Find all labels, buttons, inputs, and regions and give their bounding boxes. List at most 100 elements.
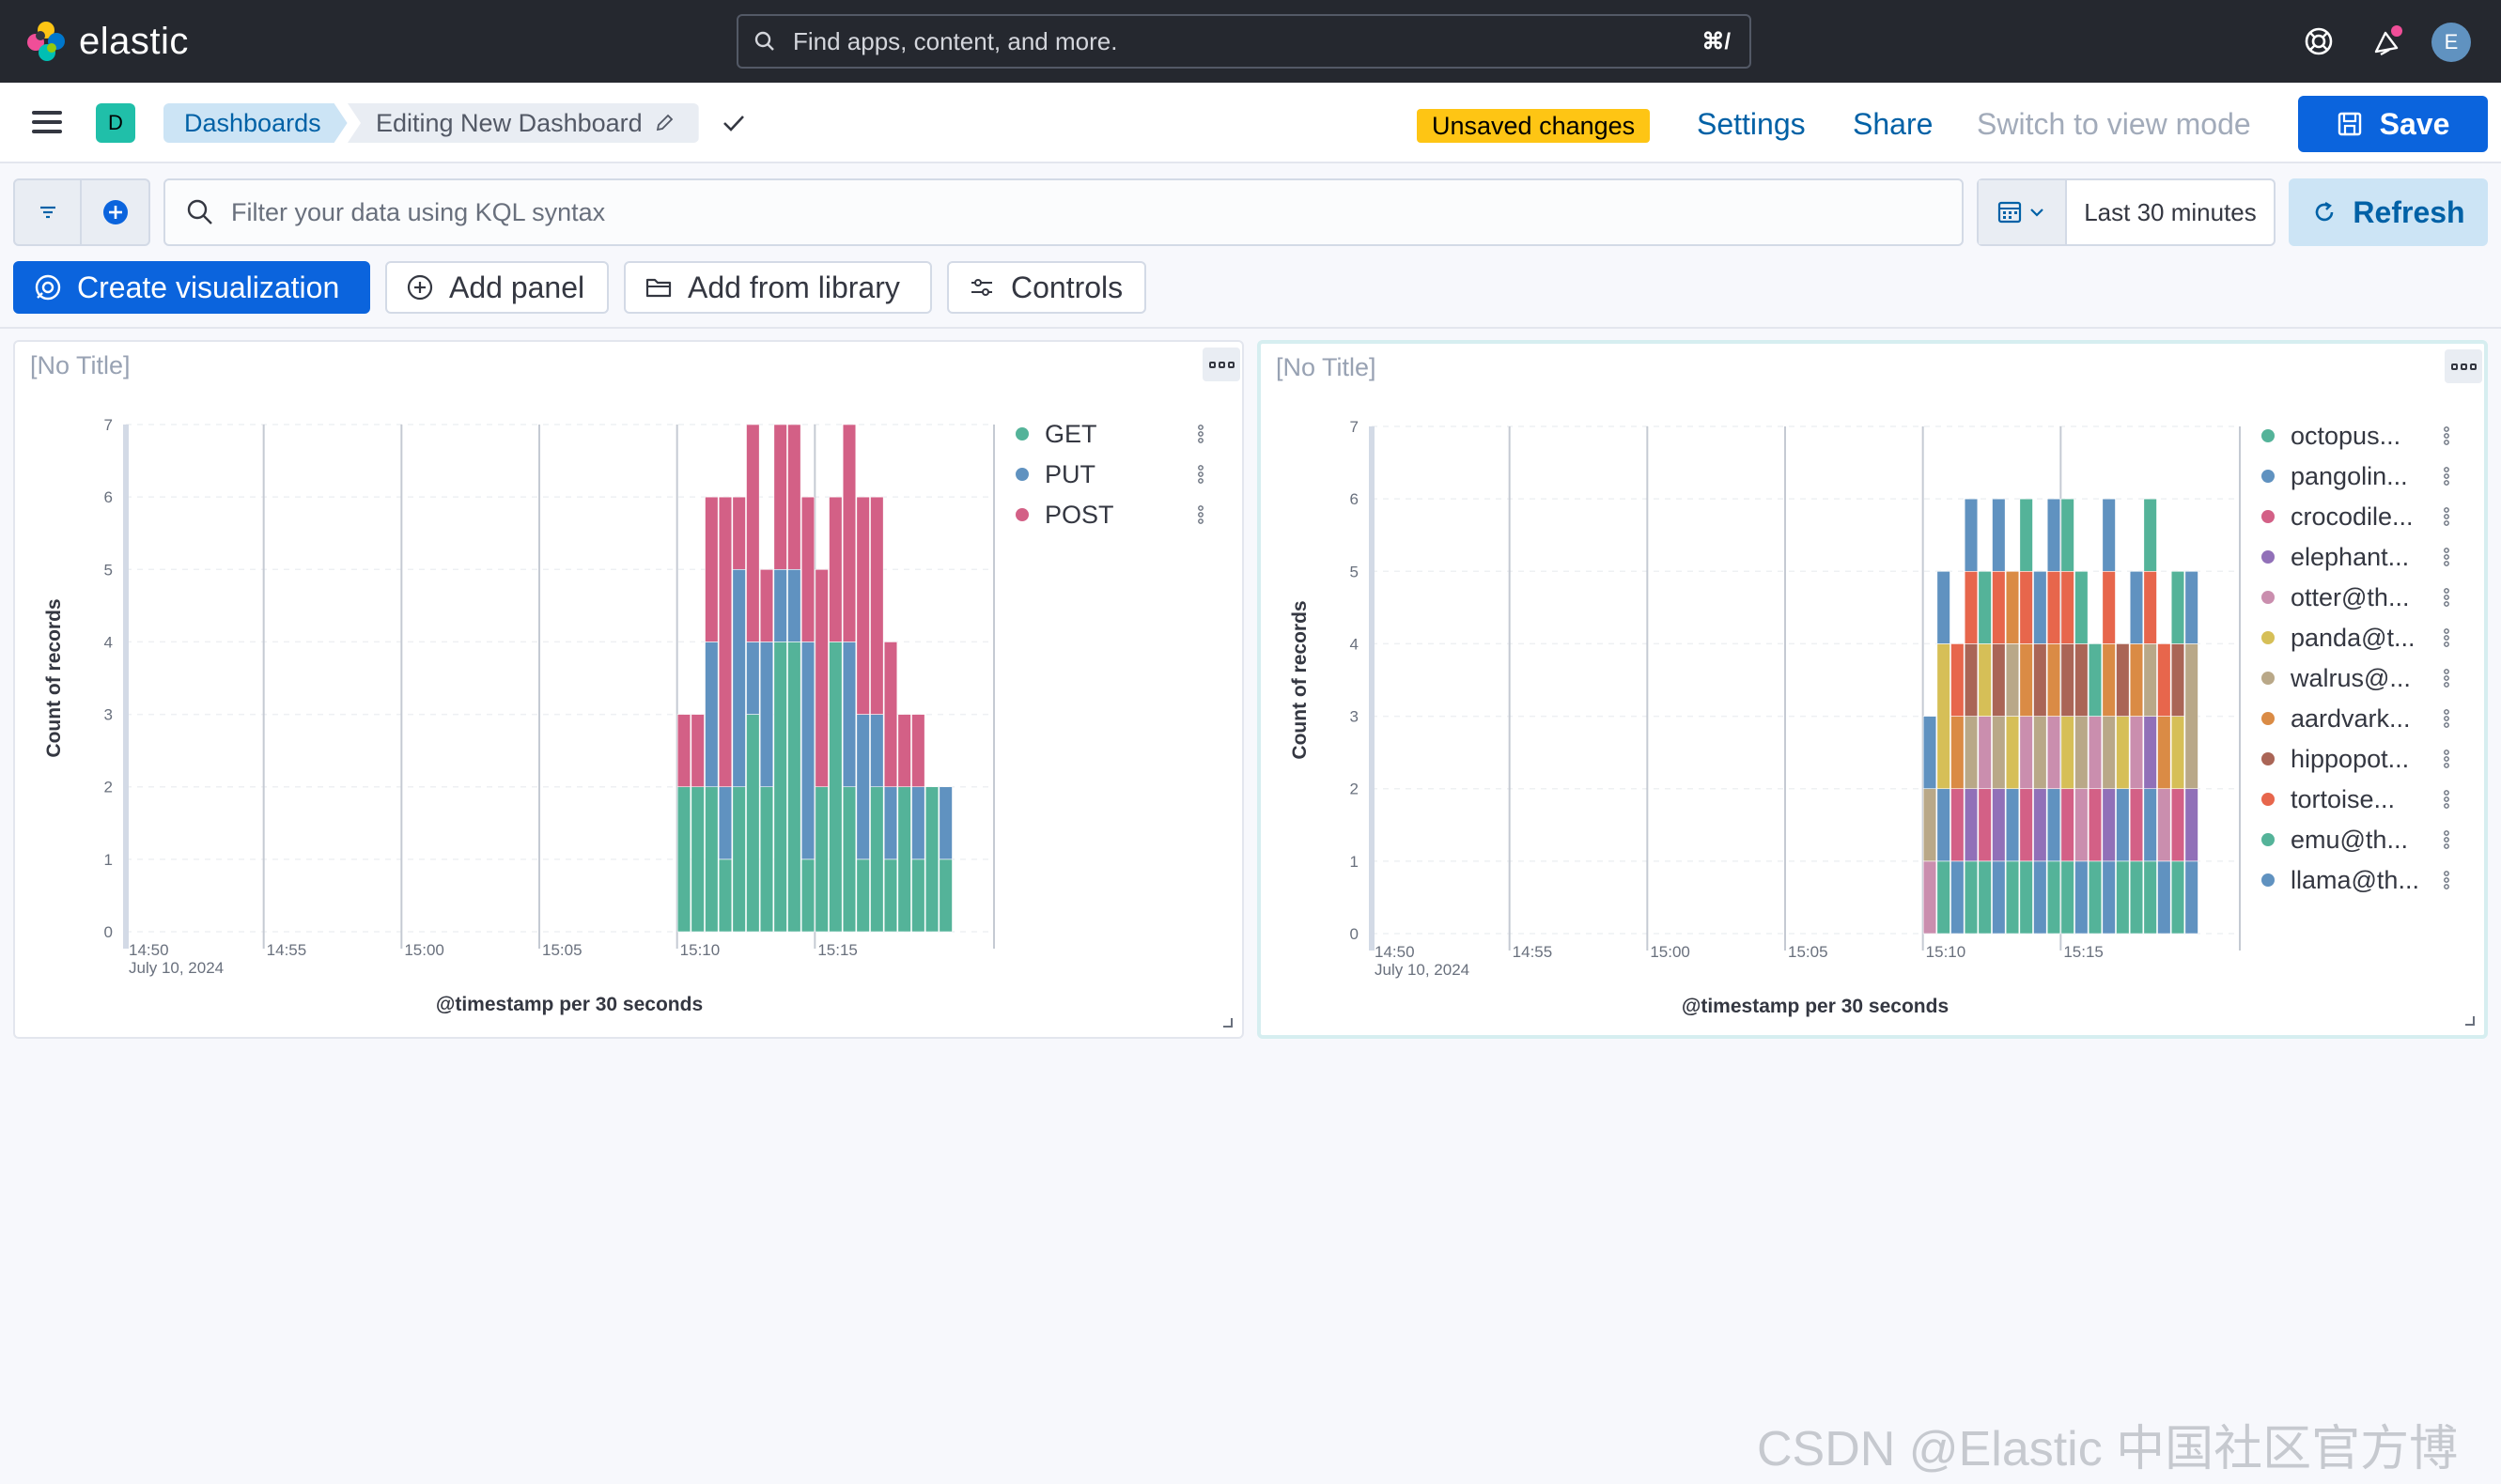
bar-segment <box>2129 643 2144 717</box>
newsfeed-icon[interactable] <box>2368 23 2405 60</box>
refresh-button[interactable]: Refresh <box>2289 178 2488 246</box>
panel-options-button[interactable] <box>1203 348 1240 381</box>
bar-segment <box>2088 716 2103 790</box>
bar-segment <box>732 568 746 788</box>
settings-link[interactable]: Settings <box>1697 106 1806 141</box>
bar-segment <box>705 786 719 933</box>
x-tick-label: 15:05 <box>542 941 583 959</box>
bar-segment <box>759 568 774 642</box>
elastic-logo[interactable]: elastic <box>24 19 189 64</box>
bar-segment <box>815 786 829 933</box>
legend-action-icon <box>2444 426 2449 432</box>
breadcrumb-current-label: Editing New Dashboard <box>376 108 643 137</box>
bar-segment <box>1992 570 2006 644</box>
bar-segment <box>2116 788 2130 862</box>
filter-menu-button[interactable] <box>15 180 83 244</box>
bar-segment <box>2143 643 2157 717</box>
legend-label: POST <box>1045 501 1114 529</box>
check-icon[interactable] <box>720 109 748 137</box>
bar-segment <box>676 786 691 933</box>
bar-segment <box>718 858 733 933</box>
space-avatar[interactable]: D <box>96 103 135 143</box>
bar-segment <box>2170 643 2185 717</box>
share-link[interactable]: Share <box>1853 106 1934 141</box>
time-range-label[interactable]: Last 30 minutes <box>2084 197 2257 226</box>
bar-segment <box>2088 788 2103 862</box>
breadcrumb-current[interactable]: Editing New Dashboard <box>348 103 699 143</box>
bar-segment <box>1922 860 1937 935</box>
x-tick-label: 15:00 <box>1650 943 1690 961</box>
bar-segment <box>2060 643 2074 717</box>
bar-segment <box>2019 498 2033 572</box>
help-icon[interactable] <box>2300 23 2338 60</box>
bar-segment <box>1950 716 1965 790</box>
legend-action-icon <box>2444 750 2449 755</box>
bar-segment <box>870 496 884 715</box>
panel-resize-handle[interactable] <box>1223 1018 1233 1028</box>
legend-swatch <box>2261 470 2275 483</box>
y-tick-label: 3 <box>1350 708 1359 726</box>
controls-button[interactable]: Controls <box>947 261 1146 314</box>
add-filter-button[interactable] <box>82 180 148 244</box>
x-tick-label: 15:00 <box>404 941 444 959</box>
bar-segment <box>718 786 733 860</box>
bar-segment <box>2184 788 2198 862</box>
bar-segment <box>1922 788 1937 862</box>
bar-segment <box>883 858 898 933</box>
kql-search-input[interactable]: Filter your data using KQL syntax <box>163 178 1964 246</box>
bar-segment <box>691 714 705 788</box>
calendar-icon <box>1997 201 2043 224</box>
y-tick-label: 7 <box>104 416 113 434</box>
bar-segment <box>718 496 733 788</box>
date-picker[interactable]: Last 30 minutes <box>1977 178 2276 246</box>
bar-segment <box>856 858 870 933</box>
bar-segment <box>2184 570 2198 644</box>
controls-icon <box>971 279 992 296</box>
legend-action-icon <box>1198 471 1204 477</box>
bar-segment <box>2170 716 2185 790</box>
bar-segment <box>676 714 691 788</box>
visualization-panel-2[interactable]: [No Title] 0 1 2 3 4 5 6 7 14:50 14:55 15:00 15:05 1… <box>1257 340 2488 1039</box>
y-tick-label: 0 <box>104 923 113 941</box>
bar-segment <box>2046 570 2061 644</box>
legend-action-icon <box>2444 467 2449 472</box>
legend-label: emu@th... <box>2291 826 2408 854</box>
legend-action-icon <box>2444 675 2449 681</box>
visualization-panel-1[interactable]: [No Title] 0 1 2 3 4 5 6 7 14:50 14:55 15:00 15:05 1… <box>13 340 1244 1039</box>
bar-segment <box>2060 570 2074 644</box>
bar-segment <box>2170 570 2185 644</box>
user-avatar[interactable]: E <box>2431 23 2471 62</box>
menu-icon[interactable] <box>32 111 62 133</box>
legend-action-icon <box>2444 763 2449 768</box>
legend-swatch <box>1016 508 1029 521</box>
bar-segment <box>2033 643 2047 717</box>
bar-segment <box>2157 716 2171 790</box>
global-header: elastic Find apps, content, and more. ⌘/… <box>0 0 2501 83</box>
x-axis-title: @timestamp per 30 seconds <box>1682 996 1949 1017</box>
legend-label: llama@th... <box>2291 866 2419 894</box>
legend-action-icon <box>2444 561 2449 566</box>
add-from-library-button[interactable]: Add from library <box>624 261 932 314</box>
search-icon <box>187 199 212 224</box>
create-visualization-button[interactable]: Create visualization <box>13 261 370 314</box>
save-button[interactable]: Save <box>2298 96 2488 152</box>
bar-segment <box>800 642 816 860</box>
switch-view-mode-link[interactable]: Switch to view mode <box>1977 106 2251 141</box>
bar-segment <box>732 496 746 570</box>
panel-resize-handle[interactable] <box>2465 1016 2475 1026</box>
bar-segment <box>924 786 940 933</box>
global-search[interactable]: Find apps, content, and more. ⌘/ <box>737 14 1751 69</box>
breadcrumb-dashboards[interactable]: Dashboards <box>163 103 348 143</box>
bar-segment <box>1964 498 1979 572</box>
bar-segment <box>732 786 746 933</box>
panel-options-button[interactable] <box>2445 349 2482 383</box>
bar-segment <box>2046 860 2061 935</box>
legend-action-icon <box>2444 588 2449 594</box>
y-tick-label: 7 <box>1350 418 1359 436</box>
bar-segment <box>1992 716 2006 790</box>
quick-select-button[interactable] <box>1979 180 2067 244</box>
add-panel-button[interactable]: Add panel <box>385 261 609 314</box>
bar-segment <box>2005 643 2020 717</box>
bar-segment <box>2074 860 2089 935</box>
legend-action-icon <box>2444 837 2449 842</box>
